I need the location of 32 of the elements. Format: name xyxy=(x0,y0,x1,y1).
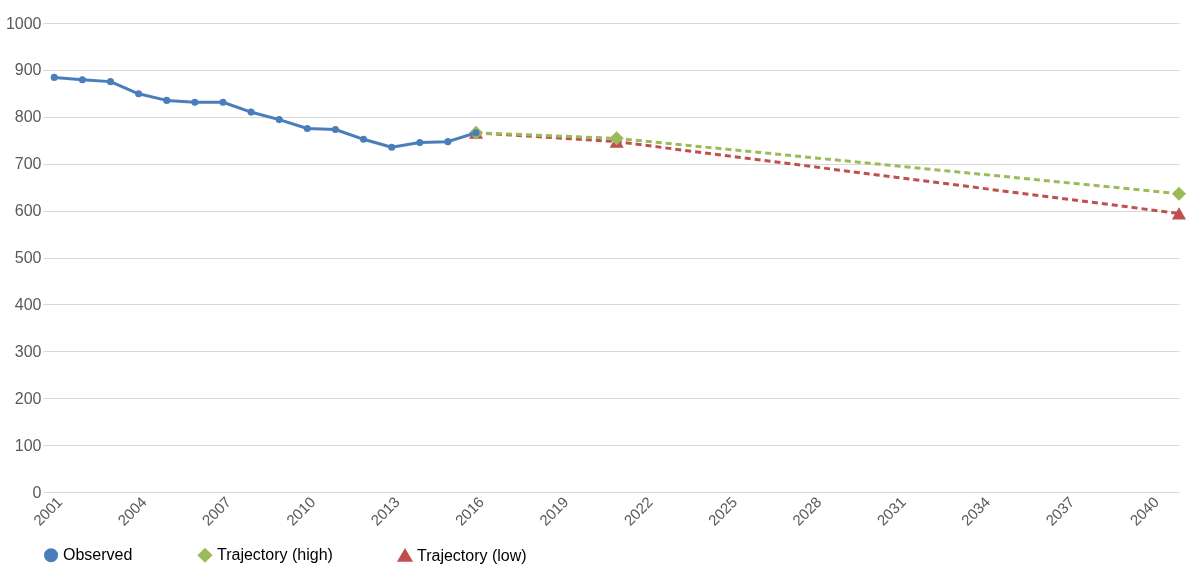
point xyxy=(275,116,283,124)
y-tick-label: 600 xyxy=(14,202,42,220)
point xyxy=(303,125,311,133)
point xyxy=(444,138,452,146)
point xyxy=(219,98,227,106)
point xyxy=(1171,186,1187,201)
y-tick-label: 0 xyxy=(32,483,42,501)
point xyxy=(191,98,199,106)
legend-label: Observed xyxy=(63,546,133,564)
y-tick-label: 1000 xyxy=(5,14,42,32)
point xyxy=(416,139,424,147)
point xyxy=(388,143,396,151)
point xyxy=(609,131,624,146)
legend-label: Trajectory (high) xyxy=(217,546,333,564)
y-tick-label: 800 xyxy=(14,108,42,126)
y-tick-label: 500 xyxy=(14,249,42,266)
y-tick-label: 900 xyxy=(14,61,42,79)
y-tick-label: 700 xyxy=(14,155,42,173)
point xyxy=(331,125,339,133)
point xyxy=(1171,207,1187,220)
y-tick-label: 300 xyxy=(14,342,42,360)
point xyxy=(78,76,86,84)
y-tick-label: 100 xyxy=(14,436,42,454)
y-tick-label: 200 xyxy=(14,389,42,407)
point xyxy=(135,90,143,98)
point xyxy=(50,73,58,81)
point xyxy=(106,78,115,86)
point xyxy=(163,96,171,104)
legend-label: Trajectory (low) xyxy=(417,546,527,564)
y-tick-label: 400 xyxy=(14,295,42,313)
point xyxy=(360,135,368,143)
point xyxy=(247,108,255,116)
